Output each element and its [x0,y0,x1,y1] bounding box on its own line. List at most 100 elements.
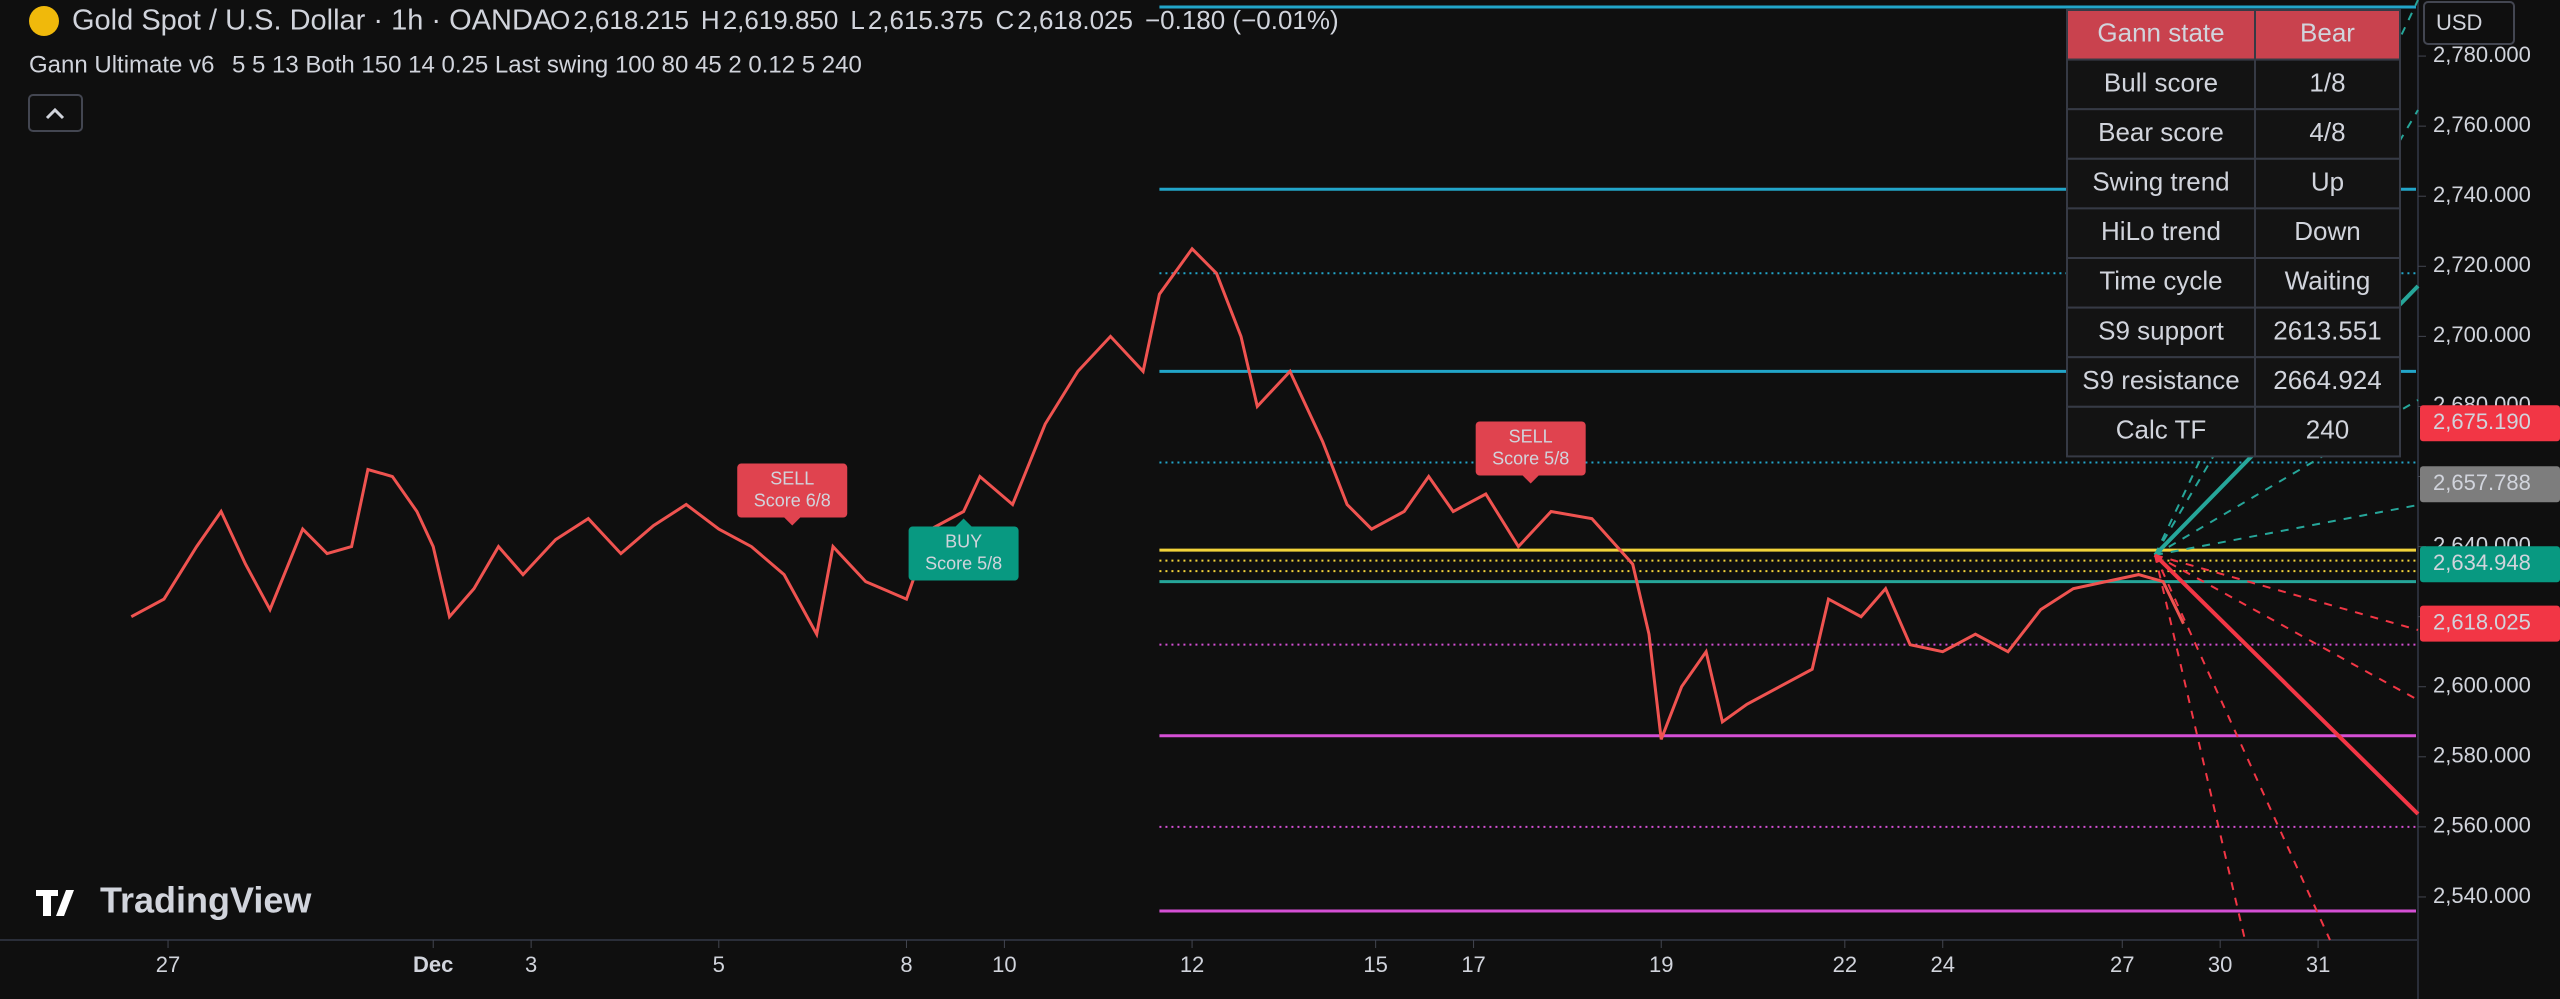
signal-box [1475,421,1586,476]
x-tick-label: 8 [900,952,912,977]
table-value: Up [2311,166,2344,196]
symbol-icon [29,6,59,36]
indicator-name: Gann Ultimate v6 [29,51,214,78]
ohlc-key: C [996,5,1015,35]
x-tick-label: 27 [156,952,180,977]
signal-pointer [784,517,801,526]
table-cell [2254,108,2401,160]
x-tick-label: 12 [1180,952,1204,977]
x-tick-label: Dec [413,952,453,977]
indicator-params: 5 5 13 Both 150 14 0.25 Last swing 100 8… [232,51,862,78]
signal-score: Score 5/8 [1492,448,1569,468]
signal-text: BUY [945,531,982,551]
table-value: Bear [2300,18,2355,48]
table-label: Bull score [2104,67,2218,97]
signal-box [908,526,1019,581]
y-tick-label: 2,600.000 [2433,673,2531,698]
table-value: 4/8 [2309,117,2345,147]
signal-box [737,463,848,518]
price-line [130,246,2185,740]
ohlc-key: O [550,5,570,35]
fan-line [2154,554,2331,941]
table-cell [2066,207,2256,259]
x-tick-label: 27 [2110,952,2134,977]
x-tick-label: 30 [2208,952,2232,977]
table-label: Bear score [2098,117,2224,147]
signal-pointer [955,518,972,527]
x-tick-label: 5 [713,952,725,977]
price-label-box [2420,605,2560,642]
table-label: Gann state [2097,18,2224,48]
table-label: S9 resistance [2082,365,2240,395]
table-cell [2066,9,2256,61]
x-tick-label: 3 [525,952,537,977]
ohlc-key: L [850,5,864,35]
y-tick-label: 2,580.000 [2433,743,2531,768]
table-label: Swing trend [2092,166,2229,196]
table-label: HiLo trend [2101,216,2221,246]
table-cell [2254,58,2401,111]
table-cell [2066,157,2256,210]
ohlc: O 2,618.215 H 2,619.850 L 2,615.375 C 2,618.025… [550,5,1339,35]
signal-pointer [1522,475,1539,484]
ohlc-value: 2,619.850 [723,5,839,35]
signal-score: Score 6/8 [754,490,831,510]
y-tick-label: 2,700.000 [2433,322,2531,347]
ohlc-value: 2,618.215 [573,5,689,35]
table-label: Calc TF [2116,414,2207,444]
plot [130,246,2185,740]
collapse-icon [45,107,65,120]
price-label-box [2420,546,2560,583]
brand-name: TradingView [100,880,312,921]
brand-logo [36,890,74,916]
price-labels: 2,675.190 2,657.788 2,634.948 2,618.025 [2420,405,2560,642]
table-cell [2254,207,2401,259]
currency-box[interactable] [2423,1,2515,45]
table-label: S9 support [2098,315,2225,345]
fan-line [2154,554,2419,701]
x-tick-label: 19 [1649,952,1673,977]
y-tick-label: 2,540.000 [2433,883,2531,908]
table-value: 240 [2306,414,2349,444]
x-tick-label: 15 [1363,952,1387,977]
price-label: 2,618.025 [2433,609,2531,634]
x-tick-label: 22 [1833,952,1857,977]
y-tick-label: 2,760.000 [2433,112,2531,137]
ohlc-value: 2,618.025 [1017,5,1133,35]
price-label: 2,675.190 [2433,409,2531,434]
levels [1159,5,2416,913]
table-value: 1/8 [2309,67,2345,97]
y-tick-label: 2,720.000 [2433,252,2531,277]
x-tick-label: 24 [1931,952,1955,977]
ohlc-change: −0.180 (−0.01%) [1145,5,1339,35]
price-label-box [2420,466,2560,503]
symbol-title: Gold Spot / U.S. Dollar · 1h · OANDA [72,5,553,37]
price-label: 2,657.788 [2433,470,2531,495]
ohlc-key: H [701,5,720,35]
fan-line [2153,553,2420,816]
table-cell [2066,257,2256,309]
table-cell [2066,108,2256,160]
table-label: Time cycle [2099,266,2222,296]
x-tick-label: 31 [2306,952,2330,977]
table-cell [2254,9,2401,61]
price-label: 2,634.948 [2433,550,2531,575]
table-cell [2254,306,2401,359]
table-cell [2066,356,2256,408]
fan-line [2154,554,2419,631]
collapse-button[interactable] [28,94,83,132]
y-tick-label: 2,780.000 [2433,42,2531,67]
table-value: Waiting [2285,266,2371,296]
signal-score: Score 5/8 [925,553,1002,573]
ohlc-value: 2,615.375 [868,5,984,35]
table-cell [2066,405,2256,458]
signal-text: SELL [1509,426,1553,446]
gann-table: Gann state Bear Bull score 1/8 Bear score 4/8… [2066,9,2401,458]
table-value: Down [2294,216,2360,246]
fan-line [2154,554,2246,941]
table-value: 2613.551 [2273,315,2381,345]
signal-text: SELL [770,468,814,488]
x-tick-label: 10 [992,952,1016,977]
